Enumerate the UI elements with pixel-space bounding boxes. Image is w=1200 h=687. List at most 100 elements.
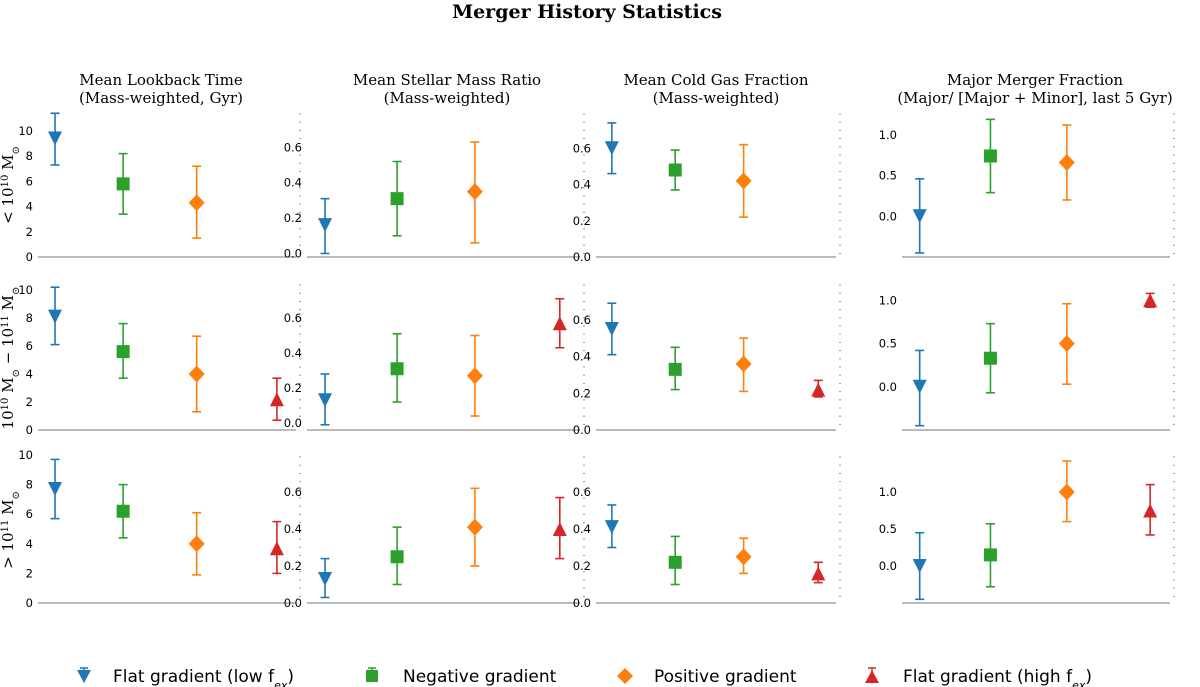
row-label-2: > 1011 M⊙ bbox=[0, 491, 22, 569]
marker bbox=[390, 192, 404, 206]
point-flat-high bbox=[1143, 292, 1158, 309]
panel-r1-c3: 0.0 0.5 1.0 bbox=[879, 284, 1175, 431]
point-positive bbox=[735, 337, 752, 393]
row-label-1: 1010 M⊙ − 1011 M⊙ bbox=[0, 287, 22, 430]
y-tick-label: 0.0 bbox=[879, 380, 897, 394]
point-negative bbox=[116, 483, 130, 539]
marker bbox=[390, 362, 404, 376]
col-title-0-line2: (Mass-weighted, Gyr) bbox=[79, 89, 243, 107]
panel-r0-c2: 0.0 0.2 0.4 0.6 bbox=[573, 113, 841, 264]
point-positive bbox=[466, 141, 483, 244]
panel-r0-c3: 0.0 0.5 1.0 bbox=[879, 113, 1175, 258]
legend-item-positive: Positive gradient bbox=[617, 667, 797, 687]
marker bbox=[668, 555, 682, 569]
y-tick-label: 2 bbox=[26, 225, 33, 239]
marker bbox=[48, 482, 63, 497]
point-negative bbox=[983, 523, 997, 588]
legend-marker-positive bbox=[617, 668, 633, 684]
y-tick-label: 0.0 bbox=[573, 423, 591, 437]
point-positive bbox=[1058, 302, 1075, 385]
marker bbox=[552, 522, 567, 536]
point-flat-low bbox=[318, 197, 333, 255]
y-tick-label: 0.4 bbox=[284, 176, 302, 190]
marker bbox=[466, 518, 483, 536]
y-tick-label: 4 bbox=[26, 537, 33, 551]
marker bbox=[983, 548, 997, 562]
marker bbox=[735, 355, 752, 373]
panel-r2-c3: 0.0 0.5 1.0 bbox=[879, 456, 1175, 604]
marker bbox=[912, 379, 927, 394]
marker bbox=[668, 163, 682, 177]
panel-r1-c2: 0.0 0.2 0.4 0.6 bbox=[573, 284, 841, 437]
panel-r0-c0: 0 2 4 6 8 10 bbox=[18, 112, 301, 264]
y-tick-label: 0.2 bbox=[573, 559, 591, 573]
y-tick-label: 4 bbox=[26, 367, 33, 381]
y-tick-label: 0 bbox=[26, 596, 33, 610]
point-flat-low bbox=[48, 458, 63, 520]
marker bbox=[983, 351, 997, 365]
point-negative bbox=[668, 149, 682, 191]
y-tick-label: 0.0 bbox=[879, 559, 897, 573]
y-tick-label: 0.2 bbox=[284, 211, 302, 225]
panel-r2-c2: 0.0 0.2 0.4 0.6 bbox=[573, 456, 841, 610]
point-flat-low bbox=[604, 122, 619, 175]
y-tick-label: 0.4 bbox=[573, 522, 591, 536]
right-minor-ticks bbox=[839, 456, 841, 597]
point-negative bbox=[390, 160, 404, 237]
right-minor-ticks bbox=[583, 456, 585, 597]
right-minor-ticks bbox=[1173, 284, 1175, 425]
y-tick-label: 0.5 bbox=[879, 522, 897, 536]
point-flat-low bbox=[912, 531, 927, 601]
y-tick-label: 0.4 bbox=[573, 350, 591, 364]
legend-marker-flat-high bbox=[865, 670, 879, 683]
col-title-0-line1: Mean Lookback Time bbox=[79, 71, 243, 89]
point-positive bbox=[188, 335, 205, 413]
point-negative bbox=[983, 322, 997, 394]
point-negative bbox=[668, 535, 682, 586]
point-flat-high bbox=[552, 496, 567, 560]
marker bbox=[318, 393, 333, 408]
marker bbox=[811, 382, 826, 397]
col-title-3-line2: (Major/ [Major + Minor], last 5 Gyr) bbox=[897, 89, 1172, 107]
marker bbox=[116, 177, 130, 191]
marker bbox=[269, 541, 284, 556]
panel-r2-c1: 0.0 0.2 0.4 0.6 bbox=[284, 456, 585, 610]
y-tick-label: 8 bbox=[26, 149, 33, 163]
legend-label-positive: Positive gradient bbox=[654, 667, 797, 687]
row-label-0: < 1010 M⊙ bbox=[0, 146, 22, 224]
legend-marker-flat-low bbox=[77, 670, 91, 683]
marker bbox=[1143, 503, 1158, 518]
y-tick-label: 0.2 bbox=[284, 381, 302, 395]
legend-label-flat-high: Flat gradient (high fex) bbox=[903, 667, 1092, 687]
y-tick-label: 8 bbox=[26, 478, 33, 492]
legend-marker-negative bbox=[366, 670, 378, 682]
y-tick-label: 0 bbox=[26, 250, 33, 264]
right-minor-ticks bbox=[299, 456, 301, 597]
point-flat-high bbox=[811, 561, 826, 584]
point-flat-low bbox=[912, 349, 927, 427]
y-tick-label: 4 bbox=[26, 200, 33, 214]
marker bbox=[48, 131, 63, 146]
panels: 0 2 4 6 8 10 0.0 0.2 0.4 0.6 0.0 0.2 0.4 0.6 0.0 0.5 1.0… bbox=[18, 112, 1175, 610]
marker bbox=[1058, 335, 1075, 353]
y-tick-label: 0.4 bbox=[284, 346, 302, 360]
marker bbox=[116, 345, 130, 359]
point-positive bbox=[735, 143, 752, 218]
marker bbox=[188, 365, 205, 383]
col-title-1-line1: Mean Stellar Mass Ratio bbox=[353, 71, 541, 89]
y-tick-label: 2 bbox=[26, 395, 33, 409]
marker bbox=[188, 535, 205, 553]
marker bbox=[912, 559, 927, 573]
figure-title: Merger History Statistics bbox=[452, 1, 722, 23]
right-minor-ticks bbox=[839, 113, 841, 254]
marker bbox=[269, 392, 284, 407]
marker bbox=[1058, 483, 1075, 501]
right-minor-ticks bbox=[583, 284, 585, 425]
y-tick-label: 0.6 bbox=[284, 485, 302, 499]
point-flat-high bbox=[269, 520, 284, 575]
point-negative bbox=[116, 152, 130, 215]
y-tick-label: 8 bbox=[26, 311, 33, 325]
point-positive bbox=[1058, 460, 1075, 523]
point-flat-low bbox=[912, 177, 927, 254]
